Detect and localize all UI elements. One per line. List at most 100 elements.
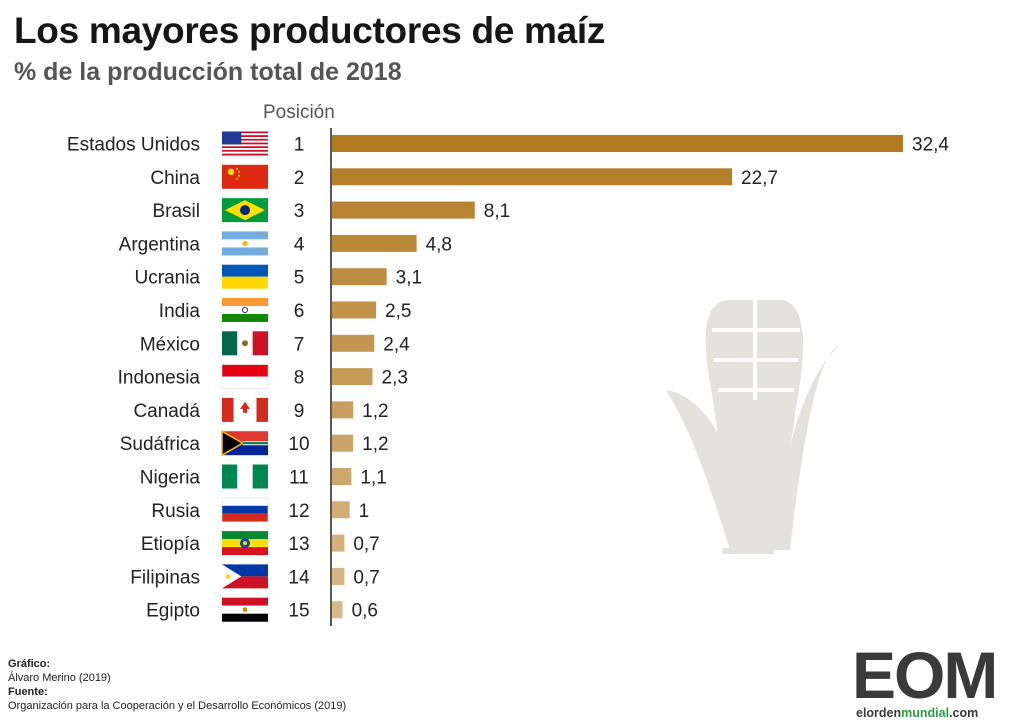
value-label: 0,7 xyxy=(353,534,379,555)
value-label: 0,6 xyxy=(352,601,378,622)
bar xyxy=(332,268,387,286)
category-label: Filipinas xyxy=(130,567,200,588)
value-label: 2,3 xyxy=(382,368,408,389)
za-flag xyxy=(221,429,268,457)
mx-flag xyxy=(222,331,268,356)
bar xyxy=(332,201,475,219)
id-flag xyxy=(221,364,269,389)
value-label: 32,4 xyxy=(912,135,949,156)
position-label: 13 xyxy=(288,534,309,555)
value-label: 1,2 xyxy=(362,401,388,422)
credits: Gráfico: Álvaro Merino (2019) Fuente: Or… xyxy=(8,657,346,713)
bar xyxy=(332,301,377,319)
chart-row: China 2 22,7 xyxy=(150,164,778,189)
bar xyxy=(332,168,733,186)
position-column-header: Posición xyxy=(263,102,335,123)
cn-flag xyxy=(222,164,268,189)
chart-row: Canadá 9 1,2 xyxy=(133,397,389,422)
category-label: Argentina xyxy=(119,234,201,255)
position-label: 2 xyxy=(294,168,305,189)
bar xyxy=(332,334,375,352)
category-label: Nigeria xyxy=(140,468,201,489)
position-label: 11 xyxy=(289,468,309,489)
ru-flag xyxy=(221,497,269,523)
chart-row: Filipinas 14 0,7 xyxy=(130,564,380,589)
category-label: Estados Unidos xyxy=(67,135,200,156)
ca-flag xyxy=(222,397,268,422)
ua-flag xyxy=(222,264,268,289)
logo-url: elordenmundial.com xyxy=(856,706,978,720)
position-label: 14 xyxy=(288,567,310,588)
logo-url-highlight: mundial xyxy=(901,706,950,720)
bar xyxy=(332,368,373,386)
position-label: 3 xyxy=(294,201,305,222)
value-label: 1 xyxy=(359,501,370,522)
chart-row: México 7 2,4 xyxy=(140,331,410,356)
bar xyxy=(332,601,343,619)
logo-url-suffix: .com xyxy=(949,706,979,720)
value-label: 22,7 xyxy=(741,168,778,189)
category-label: India xyxy=(159,301,201,322)
position-label: 6 xyxy=(294,301,305,322)
bar xyxy=(332,401,354,419)
bar xyxy=(332,135,903,152)
chart-row: India 6 2,5 xyxy=(159,298,411,322)
chart-subtitle: % de la producción total de 2018 xyxy=(14,58,402,86)
eg-flag xyxy=(222,597,268,622)
category-label: China xyxy=(150,168,200,189)
corn-kernel-grid xyxy=(712,300,800,400)
chart-title: Los mayores productores de maíz xyxy=(14,10,606,51)
chart-row: Egipto 15 0,6 xyxy=(146,597,378,622)
ph-flag xyxy=(222,564,268,589)
chart-row: Argentina 4 4,8 xyxy=(119,231,452,256)
category-label: Sudáfrica xyxy=(120,434,201,455)
ng-flag xyxy=(222,464,268,489)
ar-flag xyxy=(222,231,268,256)
category-label: Etiopía xyxy=(141,534,201,555)
br-flag xyxy=(222,198,268,223)
position-label: 12 xyxy=(288,501,309,522)
bar xyxy=(332,534,345,552)
bar xyxy=(332,501,350,519)
value-label: 3,1 xyxy=(396,268,422,289)
value-label: 2,4 xyxy=(383,334,410,355)
category-label: Egipto xyxy=(146,601,200,622)
position-label: 15 xyxy=(288,601,309,622)
credits-author: Álvaro Merino (2019) xyxy=(8,672,111,684)
value-label: 8,1 xyxy=(484,201,510,222)
position-label: 5 xyxy=(294,268,305,289)
chart-row: Ucrania 5 3,1 xyxy=(135,264,422,289)
in-flag xyxy=(222,298,268,322)
position-label: 4 xyxy=(294,234,305,255)
chart-row: Indonesia 8 2,3 xyxy=(118,364,408,389)
us-flag xyxy=(222,131,268,156)
category-label: Indonesia xyxy=(118,368,201,389)
chart-row: Etiopía 13 0,7 xyxy=(141,531,380,556)
et-flag xyxy=(222,531,268,556)
chart-row: Estados Unidos 1 32,4 xyxy=(67,131,949,156)
chart-row: Brasil 3 8,1 xyxy=(152,198,510,223)
logo-url-prefix: elorden xyxy=(856,706,902,720)
value-label: 4,8 xyxy=(426,234,452,255)
category-label: México xyxy=(140,334,200,355)
category-label: Rusia xyxy=(151,501,200,522)
value-label: 2,5 xyxy=(385,301,411,322)
bar xyxy=(332,234,417,252)
value-label: 1,1 xyxy=(360,468,386,489)
chart-row: Rusia 12 1 xyxy=(151,497,370,523)
credits-chart-label: Gráfico: xyxy=(8,658,51,670)
position-label: 10 xyxy=(288,434,309,455)
category-label: Brasil xyxy=(152,201,200,222)
credits-source: Organización para la Cooperación y el De… xyxy=(8,700,347,712)
credits-source-label: Fuente: xyxy=(8,686,48,698)
eom-logo: EOM elordenmundial.com xyxy=(852,640,1020,720)
bar xyxy=(332,468,352,485)
bar xyxy=(332,434,354,452)
bar xyxy=(332,567,345,585)
position-label: 7 xyxy=(294,334,305,355)
position-label: 1 xyxy=(294,135,305,156)
chart-row: Sudáfrica 10 1,2 xyxy=(120,429,389,457)
position-label: 9 xyxy=(294,401,305,422)
value-label: 0,7 xyxy=(353,567,379,588)
